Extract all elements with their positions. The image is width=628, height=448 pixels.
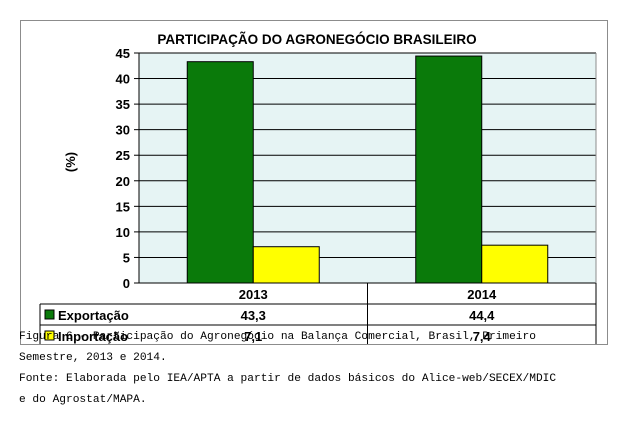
y-tick-label-35: 35 (116, 97, 130, 112)
y-tick-label-25: 25 (116, 148, 130, 163)
figure-caption-line-2: Semestre, 2013 e 2014. (19, 352, 167, 364)
source-note-line-2: e do Agrostat/MAPA. (19, 394, 147, 406)
legend-label-Importação: Importação (58, 329, 128, 344)
x-tick-label-2013: 2013 (239, 287, 268, 302)
y-tick-label-45: 45 (116, 46, 130, 61)
data-label-Exportação-2014: 44,4 (469, 308, 495, 323)
bar-Exportação-2013 (186, 61, 254, 284)
chart-title: PARTICIPAÇÃO DO AGRONEGÓCIO BRASILEIRO (157, 32, 476, 47)
data-label-Importação-2014: 7,4 (473, 329, 492, 344)
y-axis-label: (%) (63, 152, 78, 172)
figure-caption-line-1: Figura 6 - Participação do Agronegócio n… (19, 331, 536, 343)
legend-swatch-Importação (44, 330, 55, 341)
y-tick-label-0: 0 (123, 276, 130, 291)
y-tick-label-20: 20 (116, 174, 130, 189)
y-tick-label-40: 40 (116, 72, 130, 87)
data-label-Importação-2013: 7,1 (244, 329, 262, 344)
bar-chart: PARTICIPAÇÃO DO AGRONEGÓCIO BRASILEIRO (… (39, 32, 597, 347)
chart-frame: PARTICIPAÇÃO DO AGRONEGÓCIO BRASILEIRO (… (20, 20, 608, 347)
data-label-Exportação-2013: 43,3 (241, 308, 266, 323)
y-tick-label-15: 15 (116, 199, 130, 214)
x-tick-label-2014: 2014 (467, 287, 497, 302)
legend-label-Exportação: Exportação (58, 308, 129, 323)
source-note-line-1: Fonte: Elaborada pelo IEA/APTA a partir … (19, 373, 557, 385)
bar-Exportação-2014 (415, 55, 483, 284)
bar-Importação-2014 (481, 244, 549, 284)
bar-Importação-2013 (252, 246, 320, 284)
figure-caption: Figura 6 - Participação do Agronegócio n… (19, 327, 615, 411)
y-tick-label-10: 10 (116, 225, 130, 240)
y-tick-label-5: 5 (123, 250, 130, 265)
legend-swatch-Exportação (44, 309, 55, 320)
y-tick-label-30: 30 (116, 123, 130, 138)
